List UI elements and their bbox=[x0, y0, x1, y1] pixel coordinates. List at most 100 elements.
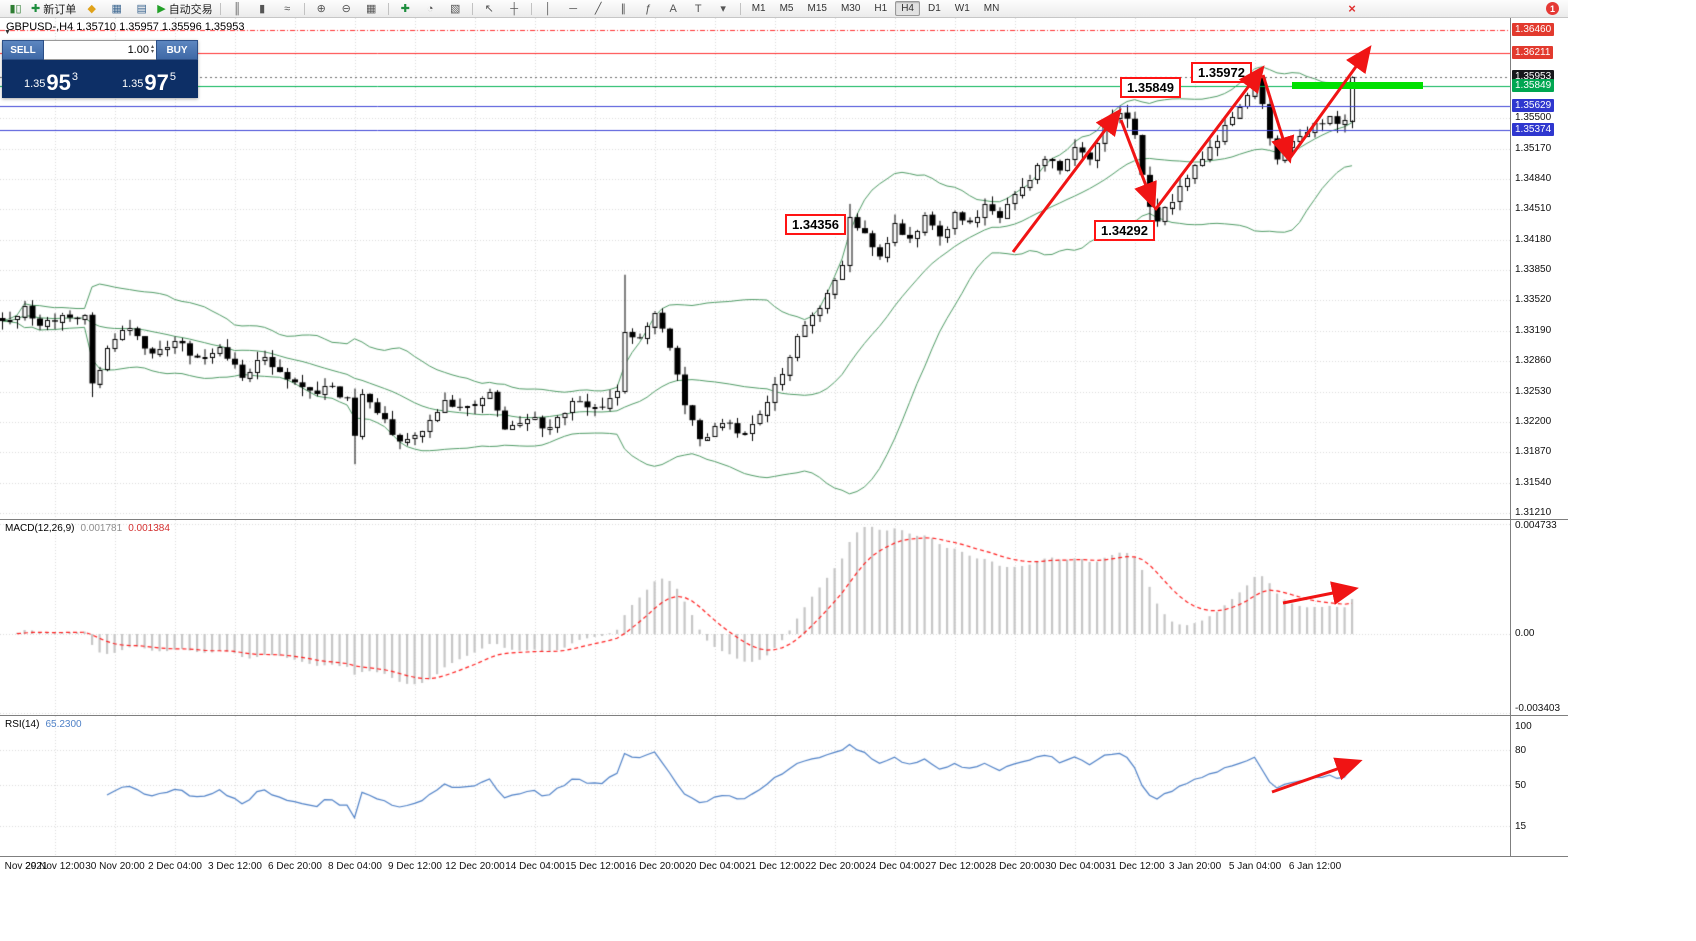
notification-badge[interactable]: 1 bbox=[1546, 2, 1559, 15]
indicators-icon: ✚ bbox=[400, 3, 410, 15]
channel-icon[interactable]: ∥ bbox=[611, 0, 636, 17]
toolbar-separator bbox=[530, 2, 532, 15]
main-chart-panel bbox=[0, 18, 1510, 519]
timeframe-h4[interactable]: H4 bbox=[895, 1, 920, 16]
price-annotation-box[interactable]: 1.34356 bbox=[785, 214, 846, 235]
timeframe-m5[interactable]: M5 bbox=[779, 3, 794, 14]
time-axis-label: 12 Dec 20:00 bbox=[445, 861, 505, 872]
price-scale-label: 1.33520 bbox=[1515, 294, 1552, 306]
tile-windows-icon[interactable]: ▦ bbox=[359, 0, 384, 17]
navigator-icon: ▤ bbox=[136, 3, 147, 15]
volume-spinner[interactable]: ▴ ▾ bbox=[150, 44, 154, 55]
mt4-terminal: ▮▯ ✚ 新订单 ◆ ▦ ▤ ▶ 自动交易 ║ ▮ ≈ ⊕ ⊖ ▦ ✚ ◔ ▧ ↖ ┼ │ ─ ╱ ∥ ƒ A T ▾ M1 M5 M1… bbox=[0, 0, 1568, 880]
volume-input[interactable]: 1.00 ▴ ▾ bbox=[44, 40, 156, 60]
horizontal-line-icon: ─ bbox=[569, 2, 578, 15]
periods-icon: ◔ bbox=[426, 2, 434, 15]
autotrading-icon: ▶ bbox=[157, 3, 166, 15]
price-scale-label: 1.34510 bbox=[1515, 203, 1552, 215]
time-axis-label: 30 Dec 04:00 bbox=[1045, 861, 1105, 872]
price-scale-label: 1.32860 bbox=[1515, 355, 1552, 367]
crosshair-icon: ┼ bbox=[510, 2, 519, 15]
price-badge: 1.36211 bbox=[1512, 45, 1554, 59]
time-axis-label: 3 Dec 12:00 bbox=[208, 861, 262, 872]
time-axis-label: 3 Jan 20:00 bbox=[1168, 861, 1222, 872]
metaeditor-icon[interactable]: ◆ bbox=[79, 0, 104, 17]
navigator-icon[interactable]: ▤ bbox=[129, 0, 154, 17]
zoom-out-icon[interactable]: ⊖ bbox=[334, 0, 359, 17]
chart-window-icon[interactable]: ▮▯ bbox=[3, 0, 28, 17]
toolbar-separator bbox=[219, 2, 221, 15]
time-axis-label: 22 Dec 20:00 bbox=[805, 861, 865, 872]
time-axis-label: 24 Dec 04:00 bbox=[865, 861, 925, 872]
timeframe-h1[interactable]: H1 bbox=[874, 3, 888, 14]
bid-price-big: 95 bbox=[46, 70, 71, 95]
one-click-collapse-icon[interactable]: ▼ bbox=[4, 29, 11, 36]
macd-panel bbox=[0, 519, 1510, 715]
templates-icon: ▧ bbox=[449, 3, 461, 15]
candlestick-chart-icon[interactable]: ▮ bbox=[250, 0, 275, 17]
close-icon[interactable]: × bbox=[1348, 1, 1356, 16]
market-watch-icon[interactable]: ▦ bbox=[104, 0, 129, 17]
crosshair-icon[interactable]: ┼ bbox=[502, 0, 527, 17]
line-chart-icon[interactable]: ≈ bbox=[275, 0, 300, 17]
time-axis-label: 2 Dec 04:00 bbox=[148, 861, 202, 872]
timeframe-m1[interactable]: M1 bbox=[751, 3, 766, 14]
time-axis-label: 14 Dec 04:00 bbox=[505, 861, 565, 872]
chart-window-icon: ▮▯ bbox=[9, 3, 22, 15]
macd-scale: 0.004733 0.00 -0.003403 bbox=[1510, 519, 1568, 715]
autotrading-button[interactable]: ▶ 自动交易 bbox=[154, 0, 215, 17]
ask-price-prefix: 1.35 bbox=[121, 78, 144, 90]
main-chart-canvas[interactable] bbox=[0, 18, 1510, 519]
time-axis-label: 21 Dec 12:00 bbox=[745, 861, 805, 872]
text-label-icon[interactable]: T bbox=[686, 0, 711, 17]
zoom-in-icon[interactable]: ⊕ bbox=[309, 0, 334, 17]
price-annotation-box[interactable]: 1.35849 bbox=[1120, 77, 1181, 98]
text-icon: A bbox=[669, 2, 677, 15]
timeframe-m30[interactable]: M30 bbox=[840, 3, 861, 14]
timeframe-d1[interactable]: D1 bbox=[928, 3, 941, 14]
price-scale-label: 1.35500 bbox=[1515, 112, 1552, 124]
macd-scale-label: 0.00 bbox=[1515, 628, 1535, 639]
timeframe-m15[interactable]: M15 bbox=[807, 3, 827, 14]
macd-canvas[interactable] bbox=[0, 520, 1510, 715]
price-scale-label: 1.32200 bbox=[1515, 415, 1552, 427]
rsi-canvas[interactable] bbox=[0, 716, 1510, 856]
spinner-up-icon[interactable]: ▴ bbox=[150, 44, 154, 50]
toolbar: ▮▯ ✚ 新订单 ◆ ▦ ▤ ▶ 自动交易 ║ ▮ ≈ ⊕ ⊖ ▦ ✚ ◔ ▧ ↖ ┼ │ ─ ╱ ∥ ƒ A T ▾ M1 M5 M1… bbox=[0, 0, 1568, 18]
sell-button[interactable]: SELL bbox=[2, 40, 44, 60]
volume-value: 1.00 bbox=[127, 44, 149, 56]
time-axis[interactable]: Nov 2021 29 Nov 12:00 30 Nov 20:00 2 Dec 04… bbox=[0, 856, 1568, 880]
rsi-scale: 100 80 50 15 bbox=[1510, 715, 1568, 856]
bid-price-prefix: 1.35 bbox=[23, 78, 46, 90]
bar-chart-icon[interactable]: ║ bbox=[225, 0, 250, 17]
periods-icon[interactable]: ◔ bbox=[418, 0, 443, 17]
candlestick-chart-icon: ▮ bbox=[259, 3, 266, 15]
text-icon[interactable]: A bbox=[661, 0, 686, 17]
vertical-line-icon[interactable]: │ bbox=[536, 0, 561, 17]
macd-value-signal: 0.001384 bbox=[128, 523, 170, 534]
macd-scale-label: -0.003403 bbox=[1515, 703, 1561, 714]
timeframe-mn[interactable]: MN bbox=[983, 3, 1000, 14]
price-annotation-box[interactable]: 1.35972 bbox=[1191, 62, 1252, 83]
cursor-icon[interactable]: ↖ bbox=[477, 0, 502, 17]
indicators-icon[interactable]: ✚ bbox=[393, 0, 418, 17]
fibonacci-icon[interactable]: ƒ bbox=[636, 0, 661, 17]
bar-chart-icon: ║ bbox=[233, 2, 242, 15]
one-click-trading-panel: SELL 1.00 ▴ ▾ BUY 1.35 95 3 1.35 97 5 bbox=[2, 40, 198, 98]
spinner-down-icon[interactable]: ▾ bbox=[150, 49, 154, 55]
toolbar-separator bbox=[387, 2, 389, 15]
horizontal-line-icon[interactable]: ─ bbox=[561, 0, 586, 17]
timeframe-w1[interactable]: W1 bbox=[954, 3, 970, 14]
buy-button[interactable]: BUY bbox=[156, 40, 198, 60]
toolbar-items: ▮▯ ✚ 新订单 ◆ ▦ ▤ ▶ 自动交易 ║ ▮ ≈ ⊕ ⊖ ▦ ✚ ◔ ▧ ↖ ┼ │ ─ ╱ ∥ ƒ A T ▾ bbox=[3, 0, 745, 17]
rsi-indicator-label: RSI(14) 65.2300 bbox=[5, 719, 82, 730]
new-order-icon: ✚ bbox=[31, 3, 41, 15]
support-zone-bar[interactable] bbox=[1292, 82, 1423, 89]
templates-icon[interactable]: ▧ bbox=[443, 0, 468, 17]
trendline-icon[interactable]: ╱ bbox=[586, 0, 611, 17]
new-order-button[interactable]: ✚ 新订单 bbox=[28, 0, 79, 17]
price-scale-label: 1.31540 bbox=[1515, 476, 1552, 488]
arrows-dropdown-icon[interactable]: ▾ bbox=[711, 0, 736, 17]
fibonacci-icon: ƒ bbox=[645, 2, 652, 15]
price-annotation-box[interactable]: 1.34292 bbox=[1094, 220, 1155, 241]
